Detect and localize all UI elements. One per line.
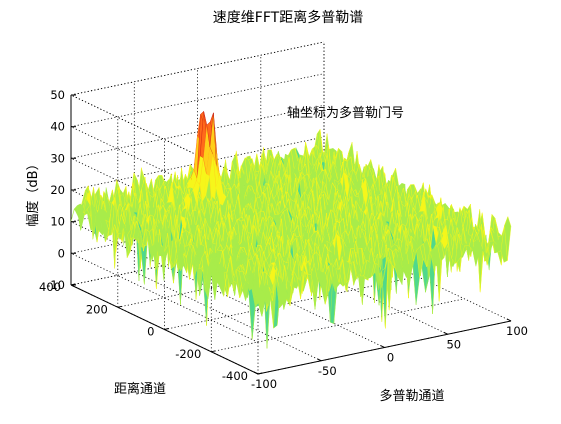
surface-mesh [70,110,512,349]
z-tick-label: 0 [58,246,65,260]
axis-lines [70,94,512,375]
x-tick-mark [317,358,322,362]
grid-line [70,41,325,96]
grid-line [70,221,259,312]
x-tick-label: -50 [318,364,337,378]
x-tick-label: 0 [387,351,394,365]
z-tick-label: 50 [50,88,65,102]
y-tick-mark [211,350,216,353]
x-tick-mark [506,318,512,322]
x-tick-label: 50 [446,337,461,351]
x-tick-label: 100 [506,324,528,338]
grid-line [70,252,259,343]
x-tick-mark [253,371,259,375]
y-tick-mark [117,305,122,308]
grid-line [260,244,448,335]
z-tick-label: 30 [50,151,65,165]
grid-line [211,298,465,353]
y-tick-mark [164,328,169,330]
y-tick-label: -400 [222,369,248,383]
y-axis-label: 距离通道 [114,381,166,397]
grid-line [70,73,325,128]
z-tick-label: 20 [50,183,65,197]
peak-annotation: 轴坐标为多普勒门号 [287,105,404,121]
x-tick-label: -100 [251,377,277,391]
grid-line [197,258,385,348]
y-tick-label: 200 [86,302,108,316]
tick-labels: -1001020304050-100-50050100-400-20002004… [39,88,528,391]
grid-line [134,271,322,362]
y-tick-label: -200 [175,347,201,361]
z-tick-label: 10 [50,215,65,229]
grid-line [164,276,418,330]
z-tick-label: 40 [50,120,65,134]
z-tick-label: -10 [46,278,65,292]
y-tick-label: 0 [147,325,154,339]
y-tick-mark [257,372,263,375]
x-tick-mark [443,331,449,335]
x-tick-mark [380,345,385,348]
y-tick-label: 400 [39,280,61,294]
x-axis-label: 多普勒通道 [379,388,444,404]
grid-line [323,231,512,322]
chart-title: 速度维FFT距离多普勒谱 [213,9,363,26]
surface-patch [504,215,512,261]
z-axis-label: 幅度（dB） [25,157,41,226]
y-tick-mark [70,283,76,286]
